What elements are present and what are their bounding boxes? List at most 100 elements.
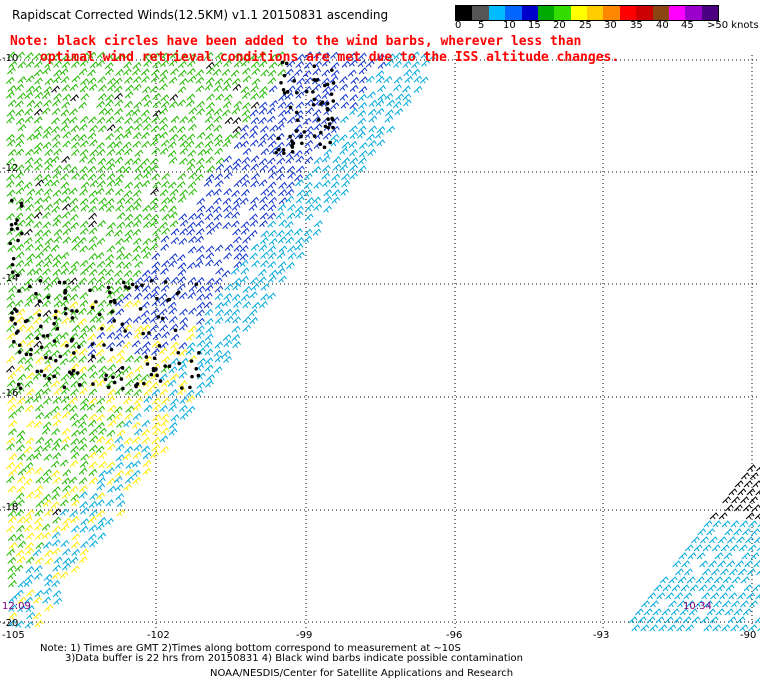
wind-barb [79, 525, 89, 533]
wind-barb [284, 68, 294, 76]
wind-barb [17, 324, 26, 332]
wind-barb [749, 472, 759, 480]
wind-barb [52, 219, 62, 227]
wind-barb [158, 292, 168, 301]
wind-barb [195, 157, 205, 165]
wind-barb [7, 516, 17, 524]
wind-barb [720, 568, 729, 576]
wind-barb [70, 516, 80, 524]
wind-barb [204, 213, 214, 221]
wind-barb [60, 299, 70, 307]
wind-barb [204, 308, 214, 316]
wind-barb [698, 584, 708, 592]
wind-barb [179, 147, 189, 155]
wind-barb [78, 348, 88, 356]
wind-barb [753, 560, 760, 568]
wind-barb [24, 404, 34, 413]
contamination-dot [323, 124, 328, 129]
wind-barb [715, 608, 725, 616]
wind-barb [132, 68, 141, 76]
contamination-dot [97, 312, 102, 317]
wind-barb [251, 78, 261, 86]
contamination-dot [331, 81, 336, 85]
wind-barb [277, 59, 287, 67]
wind-barb [285, 236, 294, 244]
wind-barb [170, 276, 179, 284]
contamination-dot [16, 238, 20, 243]
wind-barb [142, 123, 152, 131]
wind-barb [15, 100, 24, 108]
contamination-dot [15, 226, 20, 231]
wind-barb [51, 107, 61, 115]
wind-barb [50, 244, 60, 252]
wind-barb [80, 540, 89, 548]
wind-barb [105, 268, 114, 276]
wind-barb [42, 67, 51, 75]
contamination-dot [318, 142, 322, 147]
wind-barb [359, 141, 368, 150]
wind-barb [709, 536, 718, 544]
wind-barb [167, 301, 177, 309]
wind-barb [87, 77, 97, 85]
wind-barb [15, 164, 25, 172]
wind-barb [697, 528, 707, 536]
contamination-dot [144, 355, 149, 359]
wind-barb [204, 284, 214, 292]
wind-barb [241, 189, 250, 197]
wind-barb [114, 188, 124, 196]
wind-barb [275, 211, 285, 220]
wind-barb [23, 478, 33, 486]
wind-barb [106, 413, 116, 421]
wind-barb [95, 340, 105, 348]
wind-barb [115, 68, 124, 76]
wind-barb [205, 93, 215, 101]
wind-barb [71, 172, 80, 180]
wind-barb [358, 67, 368, 75]
wind-barb [249, 316, 259, 325]
wind-barb [33, 100, 43, 108]
wind-barb [168, 307, 178, 315]
wind-barb [413, 85, 423, 93]
wind-barb [132, 477, 142, 485]
wind-barb [50, 501, 60, 509]
wind-barb [42, 421, 52, 429]
wind-barb [277, 236, 287, 244]
wind-barb [196, 317, 205, 325]
wind-barb [124, 213, 134, 221]
wind-barb [15, 499, 25, 507]
wind-barb [285, 181, 295, 189]
wind-barb [330, 51, 339, 59]
wind-barb [224, 211, 233, 219]
wind-barb [71, 565, 80, 573]
contamination-dot [121, 280, 126, 285]
wind-barb [104, 99, 114, 107]
wind-barb [349, 94, 359, 102]
wind-barb [304, 213, 314, 221]
wind-barb [115, 204, 125, 212]
wind-barb [231, 325, 241, 333]
wind-barb [259, 196, 269, 204]
wind-barb [33, 347, 43, 355]
wind-barb [276, 251, 286, 260]
wind-barb [367, 148, 377, 156]
wind-barb [152, 133, 162, 141]
wind-barb [61, 211, 71, 219]
wind-barb [35, 251, 44, 259]
contamination-dot [109, 347, 114, 352]
wind-barb [293, 124, 303, 132]
wind-barb [51, 580, 61, 588]
wind-barb [107, 404, 117, 412]
wind-barb [186, 405, 196, 414]
wind-barb [78, 467, 88, 475]
wind-barb [32, 52, 42, 60]
wind-barb [213, 188, 222, 196]
wind-barb [97, 125, 107, 133]
wind-barb [740, 472, 750, 480]
wind-barb [204, 333, 214, 341]
wind-barb [32, 372, 42, 380]
wind-barb [284, 107, 294, 115]
contamination-dot [63, 296, 67, 300]
contamination-dot [41, 334, 46, 338]
wind-barb [686, 576, 696, 584]
wind-barb [206, 374, 215, 382]
